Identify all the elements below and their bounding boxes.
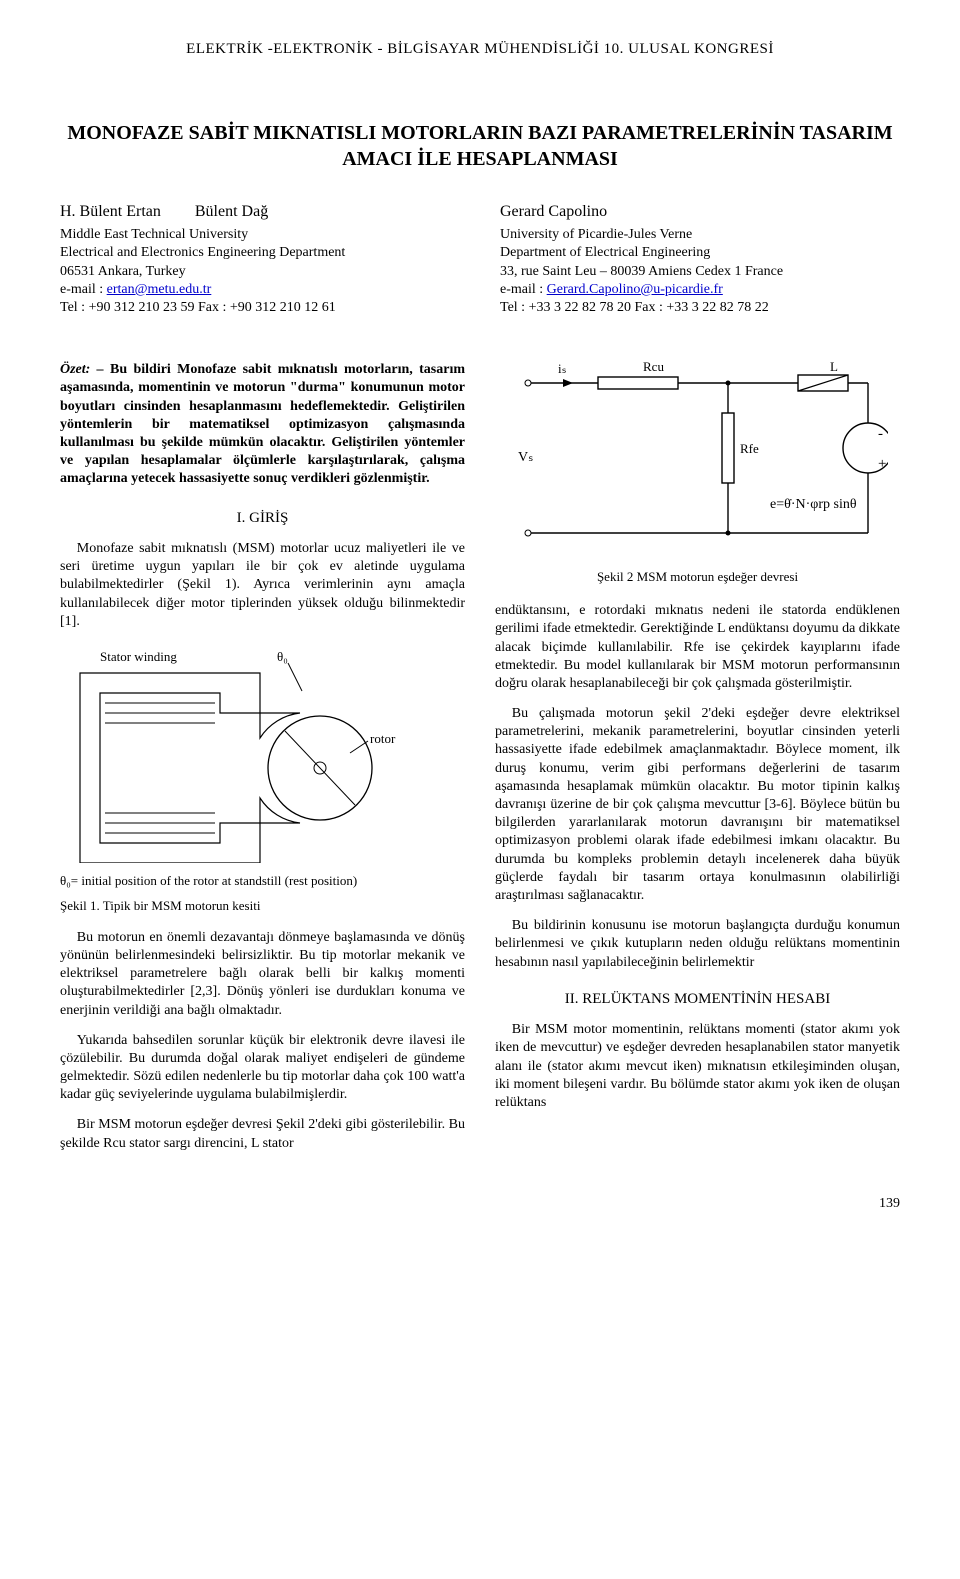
author-left-dept: Electrical and Electronics Engineering D… [60,244,460,262]
author-left-email-label: e-mail : [60,282,107,297]
author-right-addr: 33, rue Saint Leu – 80039 Amiens Cedex 1… [500,263,900,281]
section-1-head: I. GİRİŞ [60,509,465,529]
figure-2-circuit: iₛ Rcu L - + [495,353,900,563]
para-r1: endüktansını, e rotordaki mıknatıs neden… [495,602,900,693]
circuit-l-label: L [830,359,838,374]
author-name-1: H. Bülent Ertan [60,202,161,223]
author-right-email[interactable]: Gerard.Capolino@u-picardie.fr [547,282,723,297]
circuit-minus: - [878,426,883,442]
author-block-left: H. Bülent Ertan Bülent Dağ Middle East T… [60,202,460,318]
para-l1: Monofaze sabit mıknatıslı (MSM) motorlar… [60,540,465,631]
right-column: iₛ Rcu L - + [495,347,900,1165]
abstract: Özet: – Bu bildiri Monofaze sabit mıknat… [60,361,465,488]
figure-1: Stator winding θ₀ [60,643,465,863]
fig1-theta-label: θ₀ [277,649,288,664]
author-left-affil: Middle East Technical University [60,226,460,244]
para-r2: Bu çalışmada motorun şekil 2'deki eşdeğe… [495,705,900,905]
running-head: ELEKTRİK -ELEKTRONİK - BİLGİSAYAR MÜHEND… [60,40,900,60]
author-right-tel: Tel : +33 3 22 82 78 20 Fax : +33 3 22 8… [500,299,900,317]
author-left-addr: 06531 Ankara, Turkey [60,263,460,281]
author-block-right: Gerard Capolino University of Picardie-J… [500,202,900,318]
circuit-rcu-label: Rcu [643,359,664,374]
para-r3: Bu bildirinin konusunu ise motorun başla… [495,917,900,972]
author-right-email-label: e-mail : [500,282,547,297]
para-l2: Bu motorun en önemli dezavantajı dönmeye… [60,929,465,1020]
para-l3: Yukarıda bahsedilen sorunlar küçük bir e… [60,1032,465,1105]
circuit-is-label: iₛ [558,361,567,376]
fig1-stator-label: Stator winding [100,649,177,664]
fig2-caption: Şekil 2 MSM motorun eşdeğer devresi [495,569,900,586]
circuit-plus: + [878,456,886,472]
fig1-rotor-label: rotor [370,731,396,746]
para-l4: Bir MSM motorun eşdeğer devresi Şekil 2'… [60,1116,465,1152]
authors-row: H. Bülent Ertan Bülent Dağ Middle East T… [60,202,900,318]
two-column-body: Özet: – Bu bildiri Monofaze sabit mıknat… [60,347,900,1165]
page-number: 139 [60,1195,900,1213]
left-column: Özet: – Bu bildiri Monofaze sabit mıknat… [60,347,465,1165]
author-name-2: Bülent Dağ [195,202,268,223]
section-2-head: II. RELÜKTANS MOMENTİNİN HESABI [495,990,900,1010]
abstract-label: Özet: – [60,362,104,377]
author-right-affil: University of Picardie-Jules Verne [500,226,900,244]
para-r4: Bir MSM motor momentinin, relüktans mome… [495,1021,900,1112]
fig1-caption: Şekil 1. Tipik bir MSM motorun kesiti [60,898,465,915]
circuit-rfe-label: Rfe [740,441,759,456]
circuit-vs-label: Vₛ [518,450,533,465]
author-name-3: Gerard Capolino [500,202,607,223]
paper-title: MONOFAZE SABİT MIKNATISLI MOTORLARIN BAZ… [60,120,900,172]
author-left-email[interactable]: ertan@metu.edu.tr [107,282,212,297]
abstract-text: Bu bildiri Monofaze sabit mıknatıslı mot… [60,362,465,486]
author-right-dept: Department of Electrical Engineering [500,244,900,262]
fig1-theta-note: θ₀= initial position of the rotor at sta… [60,873,465,890]
author-left-tel: Tel : +90 312 210 23 59 Fax : +90 312 21… [60,299,460,317]
circuit-emf-label: e=θ̇·N·φrp sinθ [770,497,857,512]
